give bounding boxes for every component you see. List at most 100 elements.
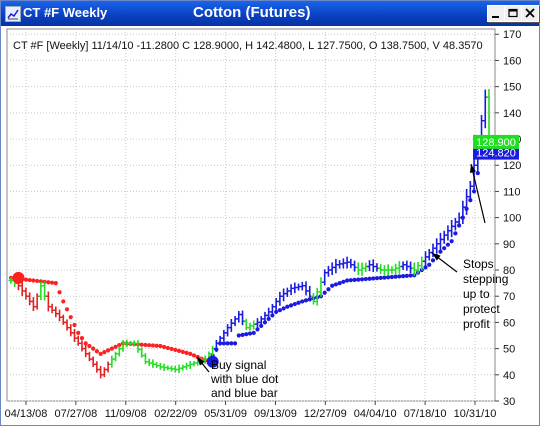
stop-dot bbox=[449, 239, 454, 244]
stop-dot bbox=[184, 350, 189, 355]
stop-dot bbox=[374, 276, 380, 281]
stop-dot bbox=[445, 242, 451, 247]
stop-dot bbox=[389, 274, 395, 280]
price-label-box bbox=[473, 145, 519, 160]
x-tick-label: 12/27/09 bbox=[304, 408, 347, 420]
stop-dot bbox=[363, 276, 368, 282]
stop-dot bbox=[191, 353, 197, 358]
y-tick-label: 70 bbox=[503, 291, 515, 303]
stop-dot bbox=[341, 279, 346, 284]
buy-signal-dot bbox=[206, 355, 219, 368]
y-tick-label: 30 bbox=[503, 396, 515, 408]
stop-dot bbox=[255, 327, 260, 332]
stop-dot bbox=[408, 273, 413, 278]
stop-dot bbox=[277, 308, 282, 313]
stop-dot bbox=[109, 346, 114, 351]
restore-icon[interactable] bbox=[504, 5, 522, 22]
stop-dot bbox=[68, 315, 73, 320]
stop-dot bbox=[158, 343, 163, 349]
x-tick-label: 10/31/10 bbox=[454, 408, 497, 420]
stops-arrow-up bbox=[470, 163, 486, 224]
stops-note-line: profit bbox=[463, 317, 490, 331]
stop-dot bbox=[113, 344, 118, 349]
x-tick-label: 04/13/08 bbox=[5, 408, 48, 420]
stop-dot bbox=[386, 275, 391, 280]
stop-dot bbox=[359, 277, 365, 282]
stop-dot bbox=[423, 265, 428, 270]
y-axis: 30405060708090100110120130140150160170 bbox=[495, 29, 521, 408]
x-tick-label: 11/09/08 bbox=[105, 408, 147, 420]
stop-dot bbox=[173, 347, 178, 353]
stop-dot bbox=[427, 262, 432, 267]
chart-title: Cotton (Futures) bbox=[193, 4, 311, 21]
y-tick-label: 110 bbox=[503, 186, 521, 198]
stop-dot bbox=[169, 346, 174, 352]
stop-dot bbox=[147, 343, 152, 348]
stop-dot bbox=[143, 342, 148, 348]
stop-dot bbox=[139, 342, 144, 347]
plot-frame bbox=[6, 28, 496, 402]
stop-dot bbox=[102, 349, 107, 355]
sell-signal-dot bbox=[12, 271, 25, 284]
stop-dot bbox=[247, 331, 253, 336]
y-tick-label: 170 bbox=[503, 29, 521, 41]
stop-dot bbox=[236, 333, 241, 338]
title-bar[interactable]: CT #F Weekly Cotton (Futures) bbox=[1, 1, 539, 26]
y-tick-label: 150 bbox=[503, 82, 521, 94]
stop-dot bbox=[344, 278, 350, 283]
stop-dot bbox=[300, 299, 305, 304]
stop-dot bbox=[393, 274, 398, 279]
minimize-icon[interactable] bbox=[487, 5, 505, 22]
stop-dot bbox=[117, 343, 122, 348]
stop-dot bbox=[330, 283, 335, 288]
stop-dot bbox=[281, 306, 286, 311]
buy-signal-note-line: with blue dot bbox=[210, 372, 279, 386]
info-line: CT #F [Weekly] 11/14/10 -11.2800 C 128.9… bbox=[13, 40, 483, 52]
x-tick-label: 04/04/10 bbox=[354, 408, 397, 420]
stop-dot bbox=[188, 351, 193, 356]
stop-dot bbox=[162, 344, 167, 350]
stop-dot bbox=[165, 345, 170, 351]
buy-signal-note-line: Buy signal bbox=[211, 358, 266, 372]
buy-signal-note-line: and blue bar bbox=[211, 386, 278, 400]
stop-dot bbox=[430, 258, 436, 263]
stop-dot bbox=[274, 309, 279, 315]
stop-dot bbox=[150, 343, 156, 348]
stop-dot bbox=[154, 343, 159, 348]
stop-dot bbox=[401, 274, 406, 279]
stop-dot bbox=[57, 290, 62, 295]
stop-dot bbox=[94, 349, 99, 354]
stop-dot bbox=[356, 277, 361, 282]
stop-dot bbox=[367, 276, 372, 281]
price-chart[interactable]: 30405060708090100110120130140150160170 0… bbox=[1, 27, 539, 425]
stop-dot bbox=[348, 278, 353, 283]
stop-dot bbox=[35, 278, 40, 284]
stop-dot bbox=[352, 277, 357, 283]
y-tick-label: 50 bbox=[503, 344, 515, 356]
stop-dot bbox=[404, 273, 409, 278]
price-label-box bbox=[473, 134, 519, 149]
stop-dot bbox=[229, 341, 234, 346]
stop-dot bbox=[438, 249, 443, 254]
stop-dot bbox=[105, 348, 111, 353]
signals bbox=[12, 271, 219, 368]
stop-dot bbox=[303, 298, 309, 303]
stop-dot bbox=[98, 351, 103, 356]
stops-arrow-up-head bbox=[469, 164, 476, 173]
stop-dot bbox=[442, 246, 447, 251]
stop-dot bbox=[232, 341, 238, 346]
stop-dot bbox=[240, 332, 245, 337]
buy-signal-arrow-head bbox=[197, 357, 205, 366]
stop-dot bbox=[221, 341, 226, 346]
stop-dot bbox=[23, 277, 29, 282]
stop-dot bbox=[83, 341, 88, 346]
y-tick-label: 90 bbox=[503, 239, 515, 251]
stop-dot bbox=[49, 280, 55, 285]
stop-dot bbox=[382, 275, 387, 280]
stop-dot bbox=[378, 275, 383, 280]
stop-dot bbox=[72, 322, 77, 328]
close-icon[interactable] bbox=[521, 5, 539, 22]
stops-note-line: stepping bbox=[463, 272, 508, 286]
